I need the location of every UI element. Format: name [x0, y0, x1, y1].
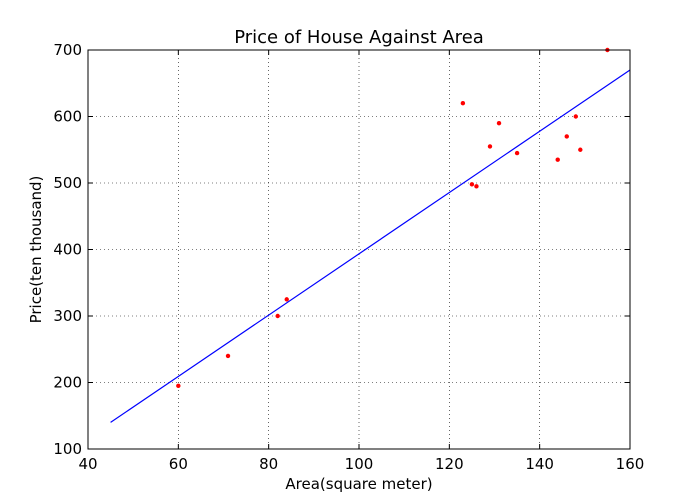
x-tick-label: 80 — [259, 455, 278, 473]
y-tick-label: 300 — [53, 307, 82, 325]
chart-title: Price of House Against Area — [234, 27, 484, 48]
axis-ticks: 40 60 80 100 120 140 160 100 200 300 400 500 600 700 — [53, 41, 644, 473]
plot-series — [110, 47, 631, 423]
data-point — [555, 157, 560, 162]
data-point — [469, 182, 475, 187]
data-point — [460, 101, 466, 106]
data-point — [225, 353, 231, 359]
y-axis-label: Price(ten thousand) — [27, 176, 45, 324]
data-point — [487, 144, 493, 149]
data-point — [176, 383, 181, 389]
x-axis-label: Area(square meter) — [285, 475, 432, 493]
y-tick-label: 700 — [53, 41, 82, 59]
x-tick-label: 120 — [435, 455, 464, 473]
y-tick-label: 500 — [53, 174, 82, 192]
data-point — [496, 120, 502, 126]
grid-lines — [88, 50, 630, 449]
y-tick-label: 600 — [53, 108, 82, 126]
x-tick-label: 100 — [345, 455, 374, 473]
data-point — [578, 147, 583, 152]
y-tick-label: 400 — [53, 241, 82, 259]
x-tick-label: 60 — [169, 455, 188, 473]
fit-line — [110, 69, 631, 423]
x-tick-label: 160 — [616, 455, 645, 473]
data-point — [275, 313, 280, 319]
data-point — [474, 184, 479, 189]
x-tick-label: 40 — [78, 455, 97, 473]
data-point — [564, 134, 569, 139]
x-tick-label: 140 — [525, 455, 554, 473]
data-point — [573, 114, 578, 119]
data-point — [284, 297, 289, 302]
data-point — [514, 150, 520, 156]
y-tick-label: 100 — [53, 440, 82, 458]
y-tick-label: 200 — [53, 374, 82, 392]
